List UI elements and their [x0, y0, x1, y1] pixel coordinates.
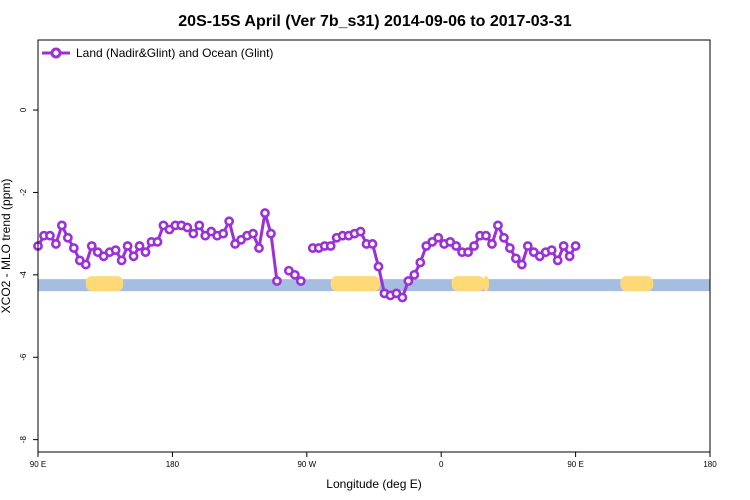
x-tick-label: 180: [703, 460, 717, 469]
data-point: [62, 232, 73, 243]
data-point: [546, 245, 557, 256]
legend-marker: [50, 47, 62, 59]
legend-entry-label: Land (Nadir&Glint) and Ocean (Glint): [76, 46, 273, 60]
data-point: [266, 228, 276, 239]
data-point: [45, 230, 55, 241]
data-point: [218, 228, 229, 239]
data-point: [558, 241, 569, 251]
data-point: [128, 251, 139, 262]
y-tick-label: -6: [19, 353, 28, 361]
series-layer: [33, 208, 581, 303]
data-point: [325, 241, 336, 251]
data-point: [522, 241, 533, 251]
data-point: [493, 220, 503, 231]
land-band: [620, 276, 654, 292]
data-point: [116, 255, 127, 266]
data-point: [51, 239, 61, 249]
land-band: [483, 276, 489, 292]
data-point: [403, 276, 414, 286]
y-tick-label: 0: [19, 107, 28, 112]
land-band: [330, 276, 380, 292]
data-point: [451, 241, 462, 251]
data-point: [564, 251, 575, 262]
x-axis: 90 E 180 90 W 0 90 E 180: [30, 452, 717, 469]
data-point: [248, 228, 258, 239]
plot-frame: [37, 39, 711, 453]
data-point: [260, 208, 270, 218]
data-point: [295, 276, 306, 286]
data-point: [409, 269, 420, 280]
x-tick-label: 180: [166, 460, 180, 469]
data-point: [510, 253, 521, 264]
data-point: [182, 222, 193, 233]
data-point: [86, 241, 97, 251]
x-tick-label: 90 W: [297, 460, 316, 469]
plot-area: [33, 39, 711, 453]
data-point: [499, 232, 509, 243]
data-point: [272, 276, 282, 286]
x-axis-label: Longitude (deg E): [326, 477, 421, 491]
x-tick-label: 0: [439, 460, 444, 469]
data-point: [552, 255, 563, 266]
data-point: [481, 230, 491, 241]
data-point: [516, 259, 527, 270]
data-point: [134, 241, 145, 251]
data-point: [80, 259, 91, 270]
data-point: [487, 239, 497, 249]
data-point: [504, 243, 515, 253]
x-tick-label: 90 E: [567, 460, 583, 469]
y-tick-label: -4: [19, 271, 28, 279]
land-band: [451, 276, 485, 292]
data-point: [68, 243, 79, 253]
data-point: [469, 241, 479, 251]
data-point: [224, 216, 235, 227]
y-tick-label: -2: [19, 188, 28, 196]
surface-type-band: [38, 276, 710, 292]
data-point: [463, 247, 473, 258]
data-point: [373, 261, 384, 272]
data-point: [152, 236, 163, 247]
data-point: [254, 243, 264, 253]
data-point: [570, 241, 581, 251]
legend: Land (Nadir&Glint) and Ocean (Glint): [42, 46, 273, 60]
data-point: [355, 226, 366, 237]
data-point: [194, 220, 205, 231]
land-band: [85, 276, 124, 292]
x-tick-label: 90 E: [30, 460, 46, 469]
data-point: [188, 228, 199, 239]
y-axis: 0 -2 -4 -6 -8: [19, 107, 38, 443]
data-point: [367, 239, 378, 249]
data-point: [415, 257, 426, 268]
data-point: [140, 247, 151, 258]
data-point: [110, 245, 121, 256]
y-axis-label: XCO2 - MLO trend (ppm): [0, 179, 13, 314]
y-tick-label: -8: [19, 436, 28, 444]
data-point: [289, 269, 300, 280]
data-point: [122, 241, 133, 251]
data-point: [397, 292, 408, 303]
data-point: [56, 220, 67, 231]
data-point: [433, 232, 444, 243]
chart-title: 20S-15S April (Ver 7b_s31) 2014-09-06 to…: [178, 13, 572, 30]
